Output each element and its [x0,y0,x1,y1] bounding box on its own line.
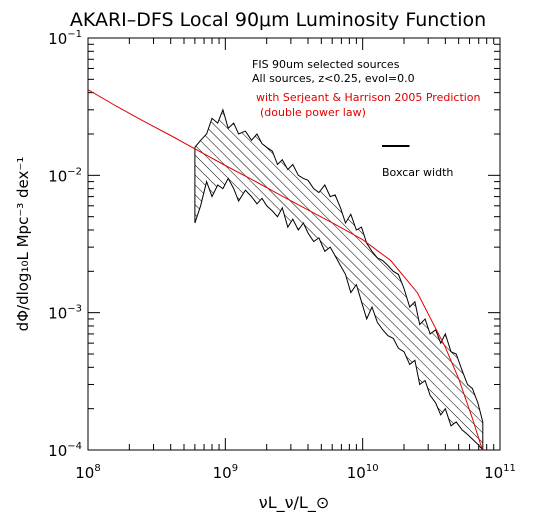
chart-title: AKARI–DFS Local 90μm Luminosity Function [70,9,486,31]
annotation-prediction: with Serjeant & Harrison 2005 Prediction [256,91,481,104]
prediction-curve [88,89,483,450]
x-tick-label: 1011 [484,463,516,482]
axis-ticks [87,37,501,451]
y-tick-label: 10−2 [48,166,82,185]
x-tick-label: 109 [213,463,238,482]
x-axis-label: νL_ν/L_⊙ [259,493,330,513]
x-tick-label: 108 [75,463,100,482]
y-axis-label: dΦ/dlog₁₀L Mpc⁻³ dex⁻¹ [14,157,32,332]
plot-frame [87,37,501,451]
x-tick-label: 1010 [347,463,379,482]
y-tick-label: 10−4 [48,441,82,460]
boxcar-label: Boxcar width [382,166,453,179]
hatched-luminosity-band [194,108,484,450]
y-tick-label: 10−1 [48,29,82,48]
tick-labels: 108 109 1010 1011 10−4 10−3 10−2 10−1 [48,29,516,482]
y-tick-label: 10−3 [48,304,82,323]
annotation-double-power-law: (double power law) [260,106,366,119]
annotation-all-sources: All sources, z<0.25, evol=0.0 [252,72,415,85]
annotation-fis-sources: FIS 90um selected sources [252,58,400,71]
